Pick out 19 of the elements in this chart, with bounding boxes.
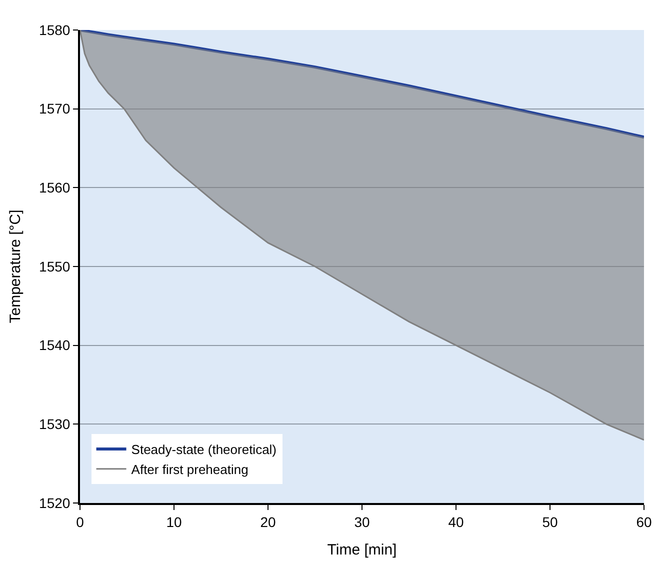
x-tick-label: 10 xyxy=(166,514,182,530)
y-tick-label: 1540 xyxy=(39,337,70,354)
x-tick-label: 60 xyxy=(636,514,652,530)
y-axis-title: Temperature [°C] xyxy=(6,210,24,324)
x-tick-label: 40 xyxy=(448,514,464,530)
line-series xyxy=(80,30,644,139)
legend-label: Steady-state (theoretical) xyxy=(131,442,277,458)
x-tick-label: 0 xyxy=(76,514,84,530)
y-tick-label: 1520 xyxy=(39,494,70,511)
x-axis-title: Time [min] xyxy=(327,541,397,558)
y-tick-label: 1560 xyxy=(39,180,70,196)
y-tick-label: 1580 xyxy=(39,22,70,38)
x-tick-label: 20 xyxy=(260,514,276,530)
y-tick-label: 1550 xyxy=(39,258,70,274)
y-tick-label: 1530 xyxy=(39,416,70,432)
x-tick-label: 50 xyxy=(542,514,558,530)
legend-label: After first preheating xyxy=(131,462,248,477)
y-tick-label: 1570 xyxy=(39,100,70,117)
x-tick-label: 30 xyxy=(354,514,370,530)
